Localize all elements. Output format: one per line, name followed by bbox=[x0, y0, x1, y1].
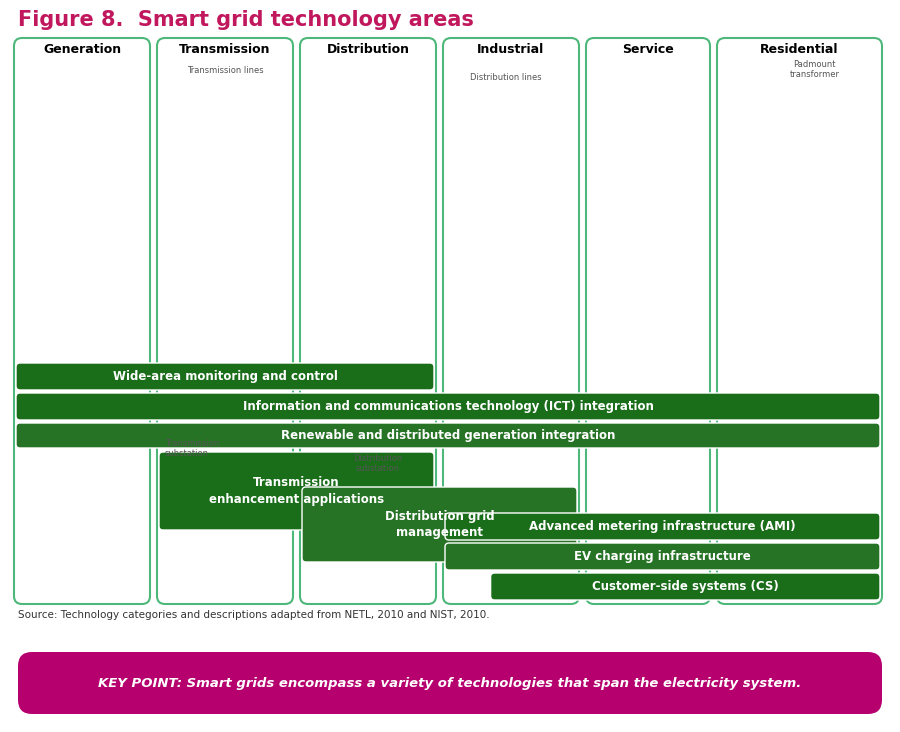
Text: Renewable and distributed generation integration: Renewable and distributed generation int… bbox=[281, 429, 616, 442]
FancyBboxPatch shape bbox=[16, 363, 434, 390]
Text: Service: Service bbox=[622, 43, 674, 56]
FancyBboxPatch shape bbox=[18, 652, 882, 714]
FancyBboxPatch shape bbox=[445, 543, 880, 570]
Text: Source: Technology categories and descriptions adapted from NETL, 2010 and NIST,: Source: Technology categories and descri… bbox=[18, 610, 490, 620]
Text: EV charging infrastructure: EV charging infrastructure bbox=[574, 550, 751, 563]
Text: Customer-side systems (CS): Customer-side systems (CS) bbox=[592, 580, 778, 593]
Text: Wide-area monitoring and control: Wide-area monitoring and control bbox=[112, 370, 338, 383]
FancyBboxPatch shape bbox=[16, 393, 880, 420]
Text: Figure 8.  Smart grid technology areas: Figure 8. Smart grid technology areas bbox=[18, 10, 474, 30]
Text: Padmount
transformer: Padmount transformer bbox=[789, 60, 840, 79]
FancyBboxPatch shape bbox=[586, 38, 710, 604]
FancyBboxPatch shape bbox=[302, 487, 577, 562]
Text: Generation: Generation bbox=[43, 43, 122, 56]
Text: Transmission
substation: Transmission substation bbox=[165, 439, 220, 458]
Text: Distribution lines: Distribution lines bbox=[470, 73, 542, 82]
FancyBboxPatch shape bbox=[717, 38, 882, 604]
FancyBboxPatch shape bbox=[157, 38, 293, 604]
Text: Industrial: Industrial bbox=[477, 43, 544, 56]
Text: Information and communications technology (ICT) integration: Information and communications technolog… bbox=[243, 400, 653, 413]
Text: Transmission: Transmission bbox=[179, 43, 271, 56]
FancyBboxPatch shape bbox=[491, 573, 880, 600]
Text: KEY POINT: Smart grids encompass a variety of technologies that span the electri: KEY POINT: Smart grids encompass a varie… bbox=[98, 676, 802, 690]
FancyBboxPatch shape bbox=[14, 38, 150, 604]
Text: Transmission
enhancement applications: Transmission enhancement applications bbox=[209, 477, 384, 506]
Text: Advanced metering infrastructure (AMI): Advanced metering infrastructure (AMI) bbox=[529, 520, 796, 533]
FancyBboxPatch shape bbox=[159, 452, 434, 530]
Text: Residential: Residential bbox=[760, 43, 839, 56]
Text: Distribution: Distribution bbox=[327, 43, 410, 56]
Text: Distribution
substation: Distribution substation bbox=[354, 454, 402, 474]
FancyBboxPatch shape bbox=[300, 38, 436, 604]
Text: Distribution grid
management: Distribution grid management bbox=[384, 510, 494, 539]
Text: Transmission lines: Transmission lines bbox=[186, 66, 264, 75]
FancyBboxPatch shape bbox=[445, 513, 880, 540]
FancyBboxPatch shape bbox=[443, 38, 579, 604]
FancyBboxPatch shape bbox=[16, 423, 880, 448]
